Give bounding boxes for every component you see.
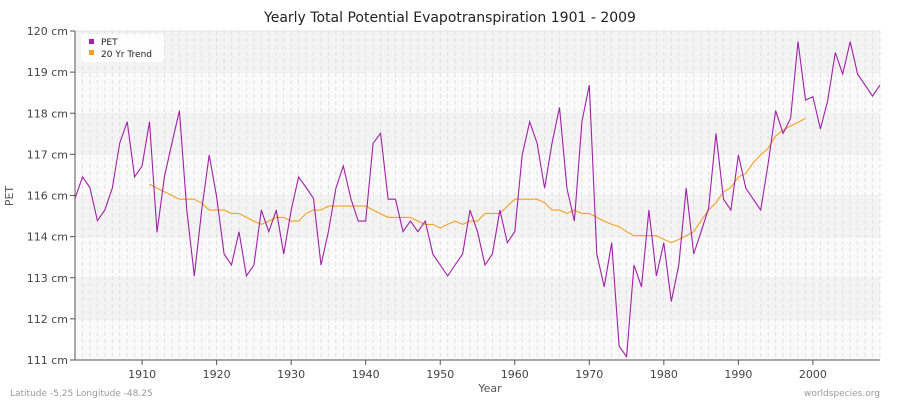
y-axis-ticks: 111 cm 112 cm 113 cm 114 cm 116 cm 117 cm 118 … xyxy=(27,25,75,367)
y-tick-label: 114 cm xyxy=(27,231,68,244)
legend-label-pet: PET xyxy=(101,38,118,48)
legend-box xyxy=(81,34,164,62)
x-tick-label: 1920 xyxy=(203,368,231,381)
x-tick-label: 1940 xyxy=(352,368,380,381)
legend-swatch-trend xyxy=(89,50,94,55)
y-tick-label: 112 cm xyxy=(27,313,68,326)
x-tick-label: 1910 xyxy=(128,368,156,381)
x-axis-label: Year xyxy=(477,382,502,395)
series-lines xyxy=(74,41,881,359)
legend-label-trend: 20 Yr Trend xyxy=(101,50,152,60)
y-axis-label: PET xyxy=(3,186,16,207)
y-tick-label: 116 cm xyxy=(27,190,68,203)
x-tick-label: 2000 xyxy=(799,368,827,381)
legend: PET 20 Yr Trend xyxy=(81,34,164,62)
series-line-pet xyxy=(74,41,881,359)
y-tick-label: 118 cm xyxy=(27,107,68,120)
location-caption: Latitude -5.25 Longitude -48.25 xyxy=(10,389,153,399)
x-tick-label: 1930 xyxy=(277,368,305,381)
y-tick-label: 113 cm xyxy=(27,272,68,285)
y-tick-label: 111 cm xyxy=(27,354,68,367)
plot-band xyxy=(75,72,880,114)
x-tick-label: 1960 xyxy=(501,368,529,381)
source-caption: worldspecies.org xyxy=(804,389,880,399)
series-line-20-yr-trend xyxy=(149,117,806,244)
x-tick-label: 1990 xyxy=(724,368,752,381)
y-tick-label: 119 cm xyxy=(27,66,68,79)
x-axis-ticks: 1910 1920 1930 1940 1950 1960 1970 1980 1990 2000 xyxy=(128,360,827,381)
x-tick-label: 1980 xyxy=(650,368,678,381)
x-tick-label: 1970 xyxy=(575,368,603,381)
legend-swatch-pet xyxy=(89,39,94,44)
x-tick-label: 1950 xyxy=(426,368,454,381)
y-tick-label: 117 cm xyxy=(27,148,68,161)
plot-band xyxy=(75,31,880,73)
plot-band xyxy=(75,113,880,155)
y-tick-label: 120 cm xyxy=(27,25,68,38)
chart-title: Yearly Total Potential Evapotranspiratio… xyxy=(263,10,636,26)
vertical-gridlines xyxy=(82,31,881,360)
